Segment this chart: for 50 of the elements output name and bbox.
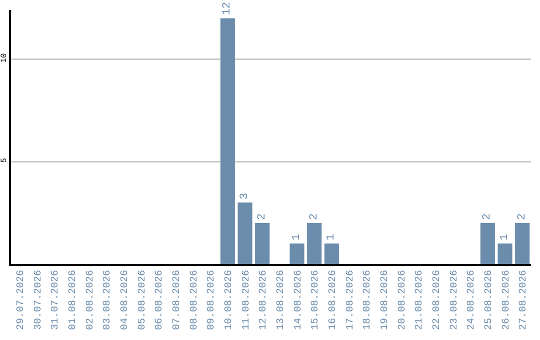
- x-tick-label: 30.07.2026: [33, 270, 44, 330]
- x-tick-label: 08.08.2026: [189, 270, 200, 330]
- data-label: 1: [326, 234, 338, 241]
- bar: [220, 18, 235, 264]
- x-tick-label: 09.08.2026: [206, 270, 218, 330]
- x-tick-label: 29.07.2026: [16, 270, 27, 330]
- x-tick-label: 25.08.2026: [484, 270, 495, 330]
- x-tick-label: 05.08.2026: [137, 270, 148, 330]
- x-tick-label: 04.08.2026: [120, 270, 131, 330]
- x-tick-label: 19.08.2026: [380, 270, 391, 330]
- x-tick-label: 31.07.2026: [50, 270, 62, 330]
- x-tick-label: 01.08.2026: [68, 270, 79, 330]
- data-label: 3: [239, 192, 251, 200]
- x-tick-label: 27.08.2026: [518, 270, 530, 330]
- bar: [290, 244, 304, 264]
- bar: [480, 223, 495, 264]
- bar: [498, 244, 512, 264]
- data-label: 1: [499, 234, 511, 241]
- x-tick-label: 13.08.2026: [276, 270, 287, 330]
- x-tick-label: 02.08.2026: [85, 270, 96, 330]
- data-label: 2: [308, 213, 320, 220]
- x-tick-label: 21.08.2026: [414, 270, 426, 330]
- x-tick-label: 03.08.2026: [102, 270, 114, 330]
- bar: [255, 223, 270, 264]
- x-tick-label: 10.08.2026: [224, 270, 235, 330]
- x-tick-label: 07.08.2026: [172, 270, 183, 330]
- data-label: 2: [516, 213, 528, 220]
- data-label: 12: [222, 2, 234, 16]
- y-tick-label: 5: [0, 158, 9, 163]
- x-tick-label: 22.08.2026: [432, 270, 443, 330]
- bar: [307, 223, 322, 264]
- bar: [515, 223, 530, 264]
- x-tick-label: 14.08.2026: [293, 270, 304, 330]
- x-tick-label: 15.08.2026: [310, 270, 322, 330]
- x-tick-label: 20.08.2026: [397, 270, 408, 330]
- x-tick-label: 16.08.2026: [328, 270, 339, 330]
- bar: [238, 202, 252, 264]
- x-tick-label: 24.08.2026: [466, 270, 478, 330]
- x-tick-label: 26.08.2026: [501, 270, 512, 330]
- x-tick-label: 11.08.2026: [241, 270, 252, 330]
- bar: [324, 244, 339, 264]
- x-tick-label: 18.08.2026: [362, 270, 374, 330]
- y-tick-label: 10: [0, 52, 9, 63]
- x-tick-label: 06.08.2026: [154, 270, 166, 330]
- x-tick-label: 23.08.2026: [449, 270, 460, 330]
- x-tick-label: 17.08.2026: [345, 270, 356, 330]
- data-label: 1: [291, 234, 303, 241]
- data-label: 2: [482, 213, 494, 220]
- data-label: 2: [256, 213, 268, 220]
- x-tick-label: 12.08.2026: [258, 270, 270, 330]
